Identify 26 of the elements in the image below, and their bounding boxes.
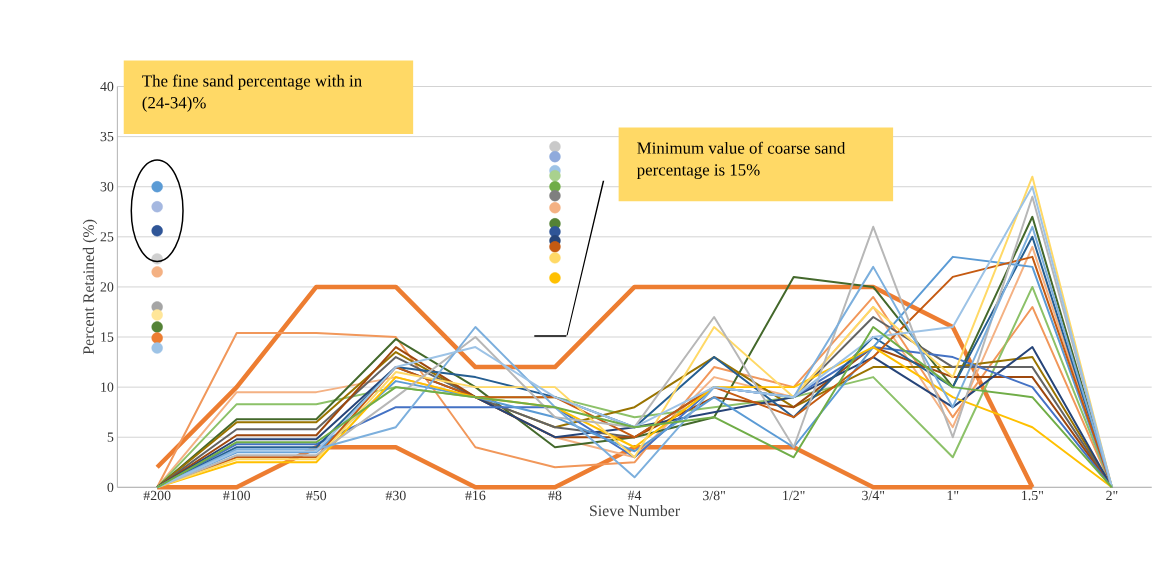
x-tick-label: 3/4" bbox=[862, 490, 885, 501]
x-tick-label: #4 bbox=[627, 490, 642, 500]
x-tick-label: #200 bbox=[143, 490, 171, 501]
x-tick-label: 1" bbox=[947, 490, 959, 501]
x-tick-label: #100 bbox=[223, 490, 251, 501]
x-tick-label: #8 bbox=[548, 490, 562, 501]
y-tick-label: 40 bbox=[100, 81, 114, 92]
x-tick-label: #50 bbox=[306, 490, 327, 501]
x-tick-label: 1.5" bbox=[1022, 490, 1043, 501]
annotation: Minimum value of coarse sand percentage is 15% bbox=[636, 141, 846, 180]
x-axis-title: Sieve Number bbox=[590, 505, 680, 517]
annotation: The fine sand percentage with in (24-34)% bbox=[142, 74, 362, 112]
y-tick-label: 10 bbox=[101, 382, 114, 392]
y-tick-label: 25 bbox=[100, 232, 114, 242]
y-axis-title: Percent Retained (%) bbox=[82, 219, 98, 355]
x-tick-label: 3/8" bbox=[703, 490, 725, 501]
y-tick-label: 0 bbox=[107, 482, 114, 493]
x-tick-label: #30 bbox=[385, 490, 406, 501]
x-tick-label: 1/2" bbox=[783, 490, 805, 501]
y-tick-label: 35 bbox=[100, 132, 114, 142]
x-tick-label: 2" bbox=[1106, 490, 1118, 501]
y-tick-label: 5 bbox=[107, 432, 114, 442]
x-tick-label: #16 bbox=[465, 490, 486, 501]
y-tick-label: 20 bbox=[100, 282, 114, 292]
y-tick-label: 30 bbox=[100, 182, 114, 192]
y-tick-label: 15 bbox=[101, 332, 114, 342]
